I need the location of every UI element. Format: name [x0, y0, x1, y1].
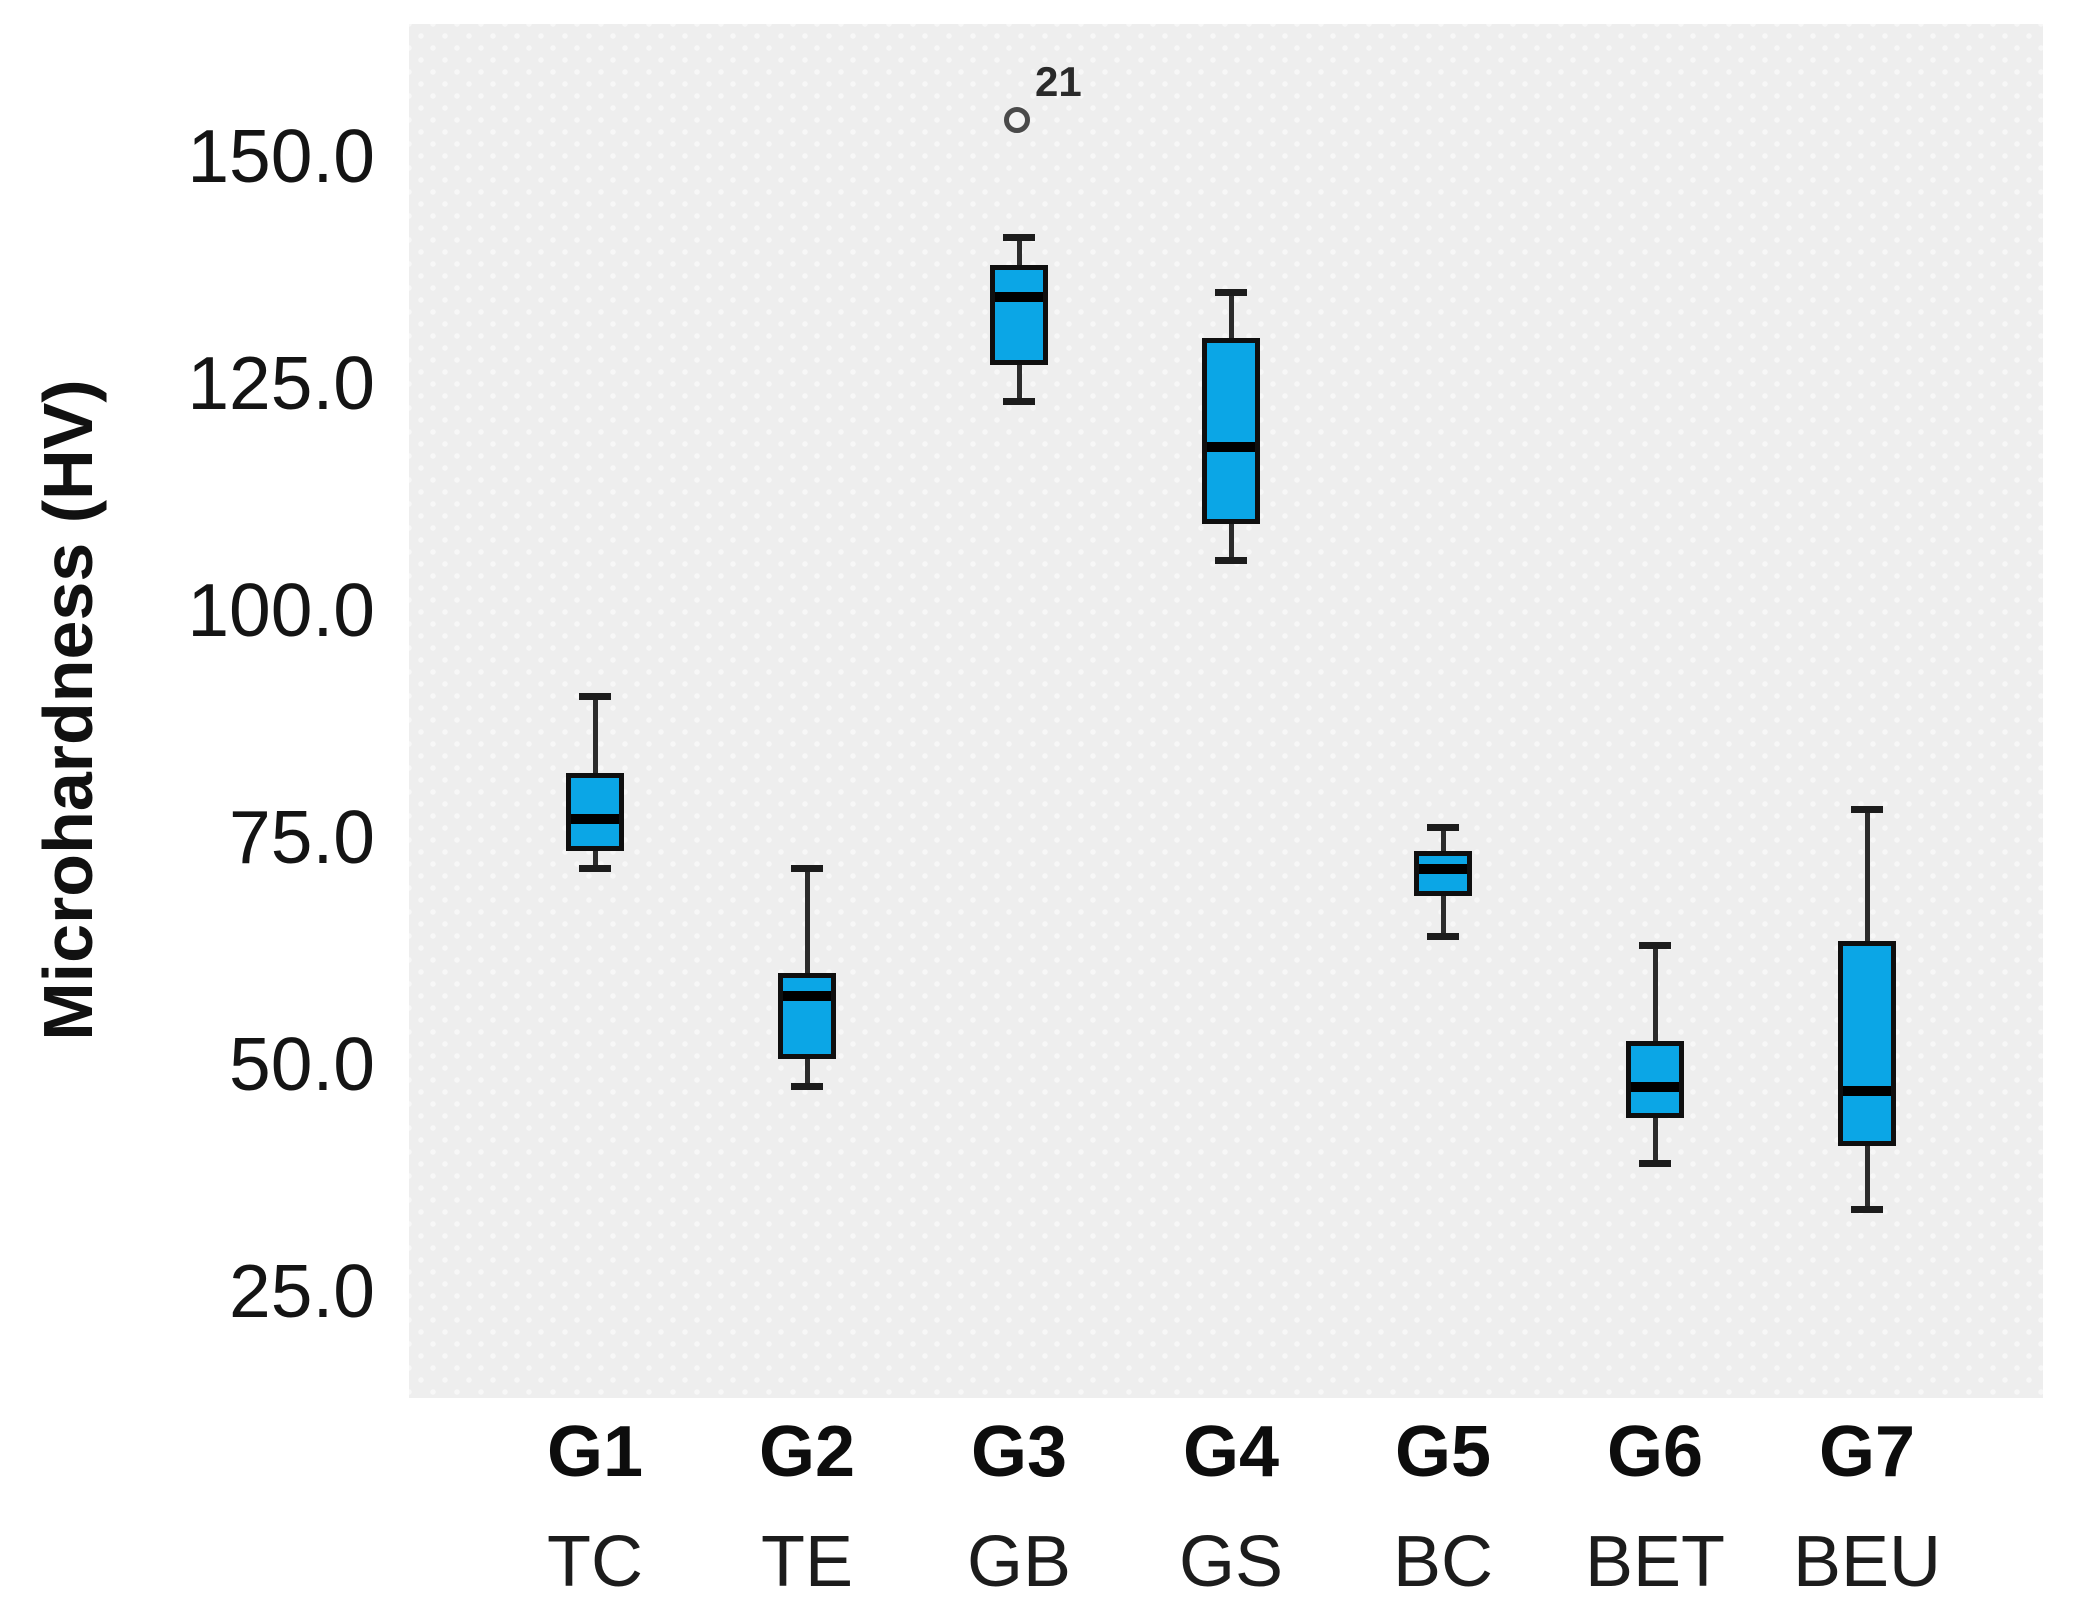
- whisker-cap: [1215, 556, 1247, 564]
- whisker-cap: [579, 692, 611, 700]
- x-label-group-g3: G3: [970, 1412, 1068, 1492]
- box-g3: [990, 264, 1048, 365]
- x-label-treatment-gs: GS: [1178, 1522, 1284, 1602]
- whisker-cap: [791, 865, 823, 873]
- box-g7: [1838, 941, 1896, 1146]
- median-line: [995, 291, 1043, 302]
- whisker-cap: [1215, 288, 1247, 296]
- whisker-cap: [1639, 1160, 1671, 1168]
- box-g6: [1626, 1041, 1684, 1119]
- x-label-group-g1: G1: [546, 1412, 644, 1492]
- x-label-group-g7: G7: [1818, 1412, 1916, 1492]
- median-line: [1207, 441, 1255, 452]
- outlier-point: [1004, 106, 1030, 133]
- y-tick-label: 50.0: [229, 1022, 375, 1106]
- median-line: [783, 990, 831, 1001]
- whisker-cap: [791, 1083, 823, 1091]
- median-line: [1631, 1081, 1679, 1092]
- x-label-treatment-te: TE: [760, 1522, 853, 1602]
- median-line: [1843, 1086, 1891, 1097]
- x-label-group-g4: G4: [1182, 1412, 1280, 1492]
- y-tick-label: 100.0: [187, 568, 375, 652]
- y-tick-label: 25.0: [229, 1249, 375, 1333]
- plot-area: [409, 24, 2043, 1398]
- box-g2: [778, 973, 836, 1060]
- whisker-cap: [1003, 397, 1035, 405]
- whisker-cap: [579, 865, 611, 873]
- x-label-treatment-bet: BET: [1584, 1522, 1726, 1602]
- y-tick-label: 75.0: [229, 795, 375, 879]
- median-line: [1419, 863, 1467, 874]
- whisker-cap: [1851, 1205, 1883, 1213]
- y-axis-title: Microhardness (HV): [29, 379, 107, 1041]
- x-label-treatment-gb: GB: [966, 1522, 1072, 1602]
- x-label-treatment-tc: TC: [547, 1522, 643, 1602]
- whisker-cap: [1427, 933, 1459, 941]
- whisker-cap: [1851, 806, 1883, 814]
- x-label-group-g6: G6: [1606, 1412, 1704, 1492]
- whisker-cap: [1639, 942, 1671, 950]
- y-tick-label: 150.0: [187, 114, 375, 198]
- outlier-label: 21: [1035, 57, 1082, 105]
- y-tick-label: 125.0: [187, 341, 375, 425]
- x-label-treatment-bc: BC: [1392, 1522, 1494, 1602]
- median-line: [571, 813, 619, 824]
- x-label-group-g5: G5: [1394, 1412, 1492, 1492]
- box-g1: [566, 773, 624, 851]
- box-g4: [1202, 337, 1260, 524]
- x-label-treatment-beu: BEU: [1792, 1522, 1942, 1602]
- whisker-cap: [1427, 824, 1459, 832]
- whisker-cap: [1003, 234, 1035, 242]
- x-label-group-g2: G2: [758, 1412, 856, 1492]
